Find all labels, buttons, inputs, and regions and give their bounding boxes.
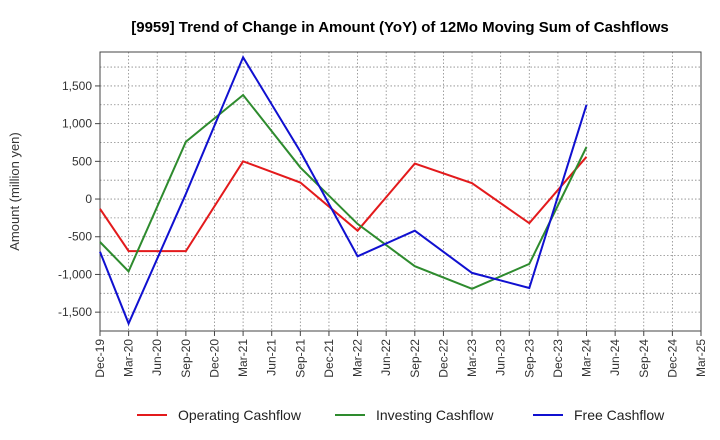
x-tick-label: Sep-22 xyxy=(408,339,422,378)
x-tick-label: Sep-20 xyxy=(179,339,193,378)
x-tick-label: Dec-22 xyxy=(436,339,450,378)
x-tick-label: Dec-21 xyxy=(322,339,336,378)
x-tick-label: Jun-20 xyxy=(150,339,164,376)
plot-frame xyxy=(99,51,702,332)
series-line-investing-cashflow xyxy=(99,93,588,290)
grid xyxy=(100,52,701,331)
y-axis: -1,500 -1,000 -500 0 500 1,000 1,500 xyxy=(58,79,100,319)
x-tick-label: Jun-23 xyxy=(494,339,508,376)
x-tick-label: Sep-21 xyxy=(293,339,307,378)
series-line-free-cashflow xyxy=(99,55,588,327)
x-tick-label: Sep-24 xyxy=(637,339,651,378)
x-tick-label: Dec-20 xyxy=(207,339,221,378)
chart-title: [9959] Trend of Change in Amount (YoY) o… xyxy=(131,19,669,36)
y-tick-label: 500 xyxy=(72,154,92,168)
y-tick-label: -500 xyxy=(68,230,92,244)
x-tick-label: Dec-24 xyxy=(665,339,679,378)
x-tick-label: Mar-21 xyxy=(236,339,250,377)
x-tick-label: Mar-20 xyxy=(122,339,136,377)
x-tick-label: Sep-23 xyxy=(522,339,536,378)
x-tick-label: Mar-25 xyxy=(694,339,708,377)
y-tick-label: -1,000 xyxy=(58,267,92,281)
legend-label: Investing Cashflow xyxy=(376,407,494,423)
y-axis-label: Amount (million yen) xyxy=(7,132,22,251)
x-tick-label: Dec-19 xyxy=(93,339,107,378)
series-lines xyxy=(99,55,588,327)
legend-label: Free Cashflow xyxy=(574,407,665,423)
y-tick-label: -1,500 xyxy=(58,305,92,319)
y-tick-label: 1,000 xyxy=(62,117,92,131)
x-tick-label: Jun-24 xyxy=(608,339,622,376)
legend-label: Operating Cashflow xyxy=(178,407,302,423)
x-tick-label: Mar-23 xyxy=(465,339,479,377)
y-tick-label: 1,500 xyxy=(62,79,92,93)
x-tick-label: Jun-22 xyxy=(379,339,393,376)
series-line-operating-cashflow xyxy=(99,156,588,253)
y-tick-label: 0 xyxy=(85,192,92,206)
x-tick-label: Mar-22 xyxy=(351,339,365,377)
x-tick-label: Jun-21 xyxy=(265,339,279,376)
x-axis: Dec-19 Mar-20 Jun-20 Sep-20 Dec-20 Mar-21 Jun-… xyxy=(93,331,708,378)
x-tick-label: Dec-23 xyxy=(551,339,565,378)
legend: Operating Cashflow Investing Cashflow Free… xyxy=(137,407,665,423)
x-tick-label: Mar-24 xyxy=(580,339,594,377)
